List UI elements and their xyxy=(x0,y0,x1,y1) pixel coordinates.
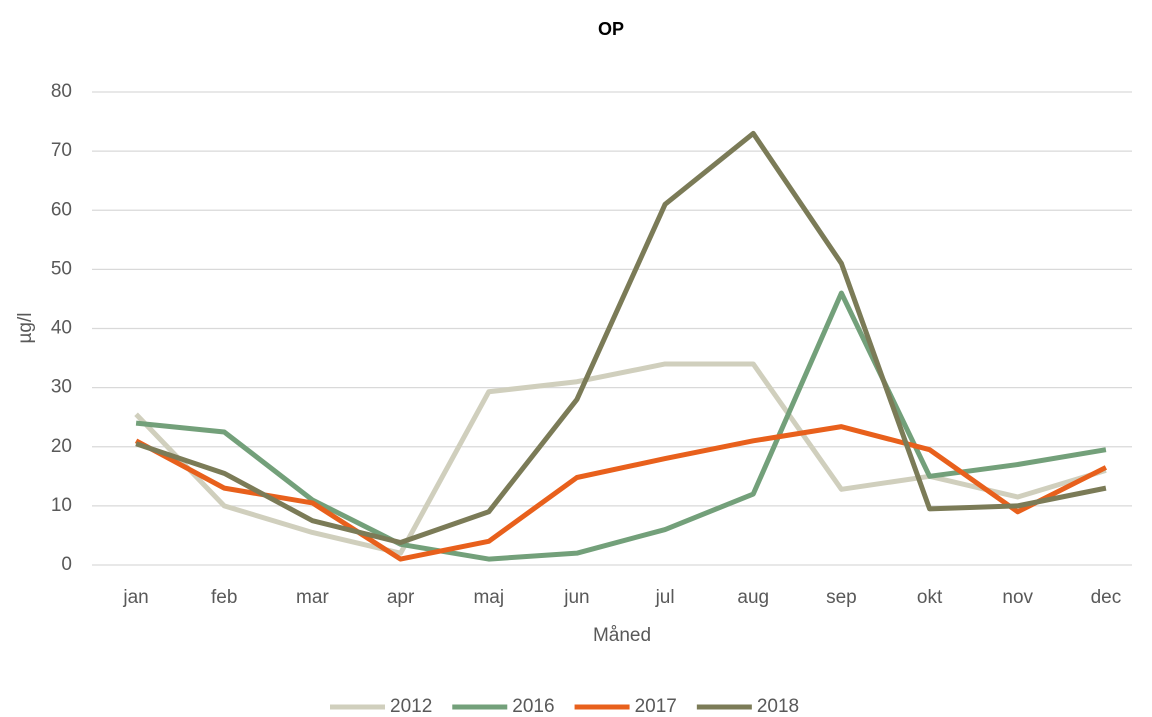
x-axis-label: Måned xyxy=(593,625,651,646)
y-axis-label: µg/l xyxy=(15,312,36,343)
x-tick-label: dec xyxy=(1091,587,1122,608)
x-tick-label: maj xyxy=(473,587,504,608)
x-tick-label: jan xyxy=(122,587,148,608)
x-tick-label: okt xyxy=(917,587,943,608)
y-tick-label: 30 xyxy=(51,377,72,398)
series-line xyxy=(135,290,1107,562)
x-tick-label: feb xyxy=(211,587,237,608)
y-tick-label: 60 xyxy=(51,199,72,220)
y-tick-label: 10 xyxy=(51,495,72,516)
y-tick-label: 70 xyxy=(51,140,72,161)
series-line xyxy=(134,361,1107,556)
x-tick-label: jul xyxy=(655,587,675,608)
legend-label: 2012 xyxy=(390,696,432,717)
x-tick-label: sep xyxy=(826,587,857,608)
y-tick-label: 0 xyxy=(61,554,72,575)
y-tick-label: 40 xyxy=(51,318,72,339)
legend-label: 2018 xyxy=(757,696,799,717)
chart-title: OP xyxy=(598,19,624,39)
legend-label: 2016 xyxy=(512,696,554,717)
y-tick-label: 80 xyxy=(51,81,72,102)
series-line xyxy=(134,424,1108,562)
y-tick-label: 50 xyxy=(51,258,72,279)
legend-label: 2017 xyxy=(635,696,677,717)
x-tick-label: nov xyxy=(1002,587,1033,608)
series-line xyxy=(135,130,1107,546)
x-tick-label: aug xyxy=(737,587,769,608)
x-tick-label: apr xyxy=(387,587,415,608)
x-tick-label: jun xyxy=(563,587,589,608)
y-tick-label: 20 xyxy=(51,436,72,457)
x-tick-label: mar xyxy=(296,587,329,608)
